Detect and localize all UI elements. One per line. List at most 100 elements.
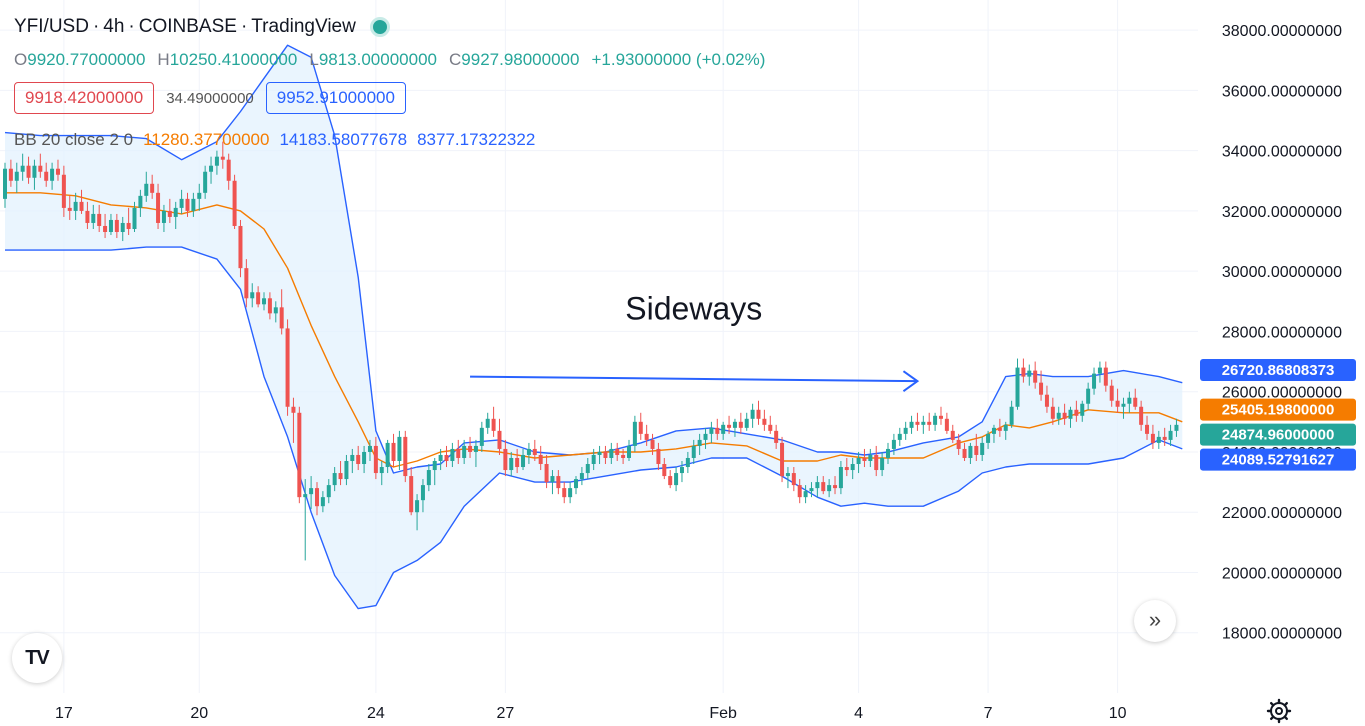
price-label: 24089.52791627 [1200,448,1356,471]
candle-down [468,436,473,458]
candle-body [73,201,78,211]
candle-body [1068,409,1073,419]
symbol-header[interactable]: YFI/USD · 4h · COINBASE · TradingView [14,16,390,38]
candle-body [833,485,838,489]
candle-down [67,195,72,220]
symbol-name[interactable]: YFI/USD [14,16,89,37]
candle-up [986,430,991,449]
candle-body [179,198,184,208]
candle-body [350,454,355,461]
candle-up [991,424,996,443]
candle-body [856,457,861,465]
candle-body [1174,424,1179,431]
interval[interactable]: 4h [103,16,125,37]
candle-down [8,159,13,187]
candle-body [803,491,808,498]
candle-body [132,207,137,229]
candle-body [326,485,331,498]
candle-body [244,268,249,299]
candle-up [1009,400,1014,428]
candle-body [562,488,567,498]
candle-down [1062,403,1067,425]
y-tick-label: 20000.00000000 [1222,565,1342,582]
candle-body [468,445,473,452]
candle-body [1027,370,1032,377]
candle-up [909,415,914,434]
price-label-bg [1200,358,1356,381]
bb-upper-value: 14183.58077678 [279,130,408,149]
candle-up [574,476,579,495]
candle-body [8,168,13,181]
candle-body [114,219,119,233]
candle-up [432,457,437,486]
candle-up [73,192,78,220]
candle-body [780,442,785,477]
candle-down [774,424,779,449]
candle-up [880,451,885,477]
candle-body [644,433,649,440]
candle-down [391,433,396,468]
low-label: L [309,50,319,69]
candle-down [1115,388,1120,413]
x-tick-label: 10 [1109,705,1127,722]
close-label: C [449,50,462,69]
candle-down [715,418,720,440]
candle-up [485,412,490,434]
candle-up [933,412,938,431]
price-label-text: 25405.19800000 [1222,402,1335,419]
gear-icon[interactable] [1266,698,1292,724]
candle-body [320,497,325,507]
candle-down [768,415,773,434]
time-axis[interactable]: 17 20 24 27 Feb 4 7 10 [55,705,1127,722]
candle-body [344,460,349,480]
candle-body [615,448,620,455]
indicator-legend[interactable]: BB 20 close 2 0 11280.37700000 14183.58077… [14,130,535,150]
candle-body [415,500,420,513]
trade-panel[interactable]: 9918.42000000 34.49000000 9952.91000000 [14,82,406,114]
candle-up [120,216,125,242]
candle-body [126,222,131,229]
scroll-to-realtime-button[interactable]: » [1134,600,1176,642]
tradingview-logo-icon[interactable]: TV [12,633,62,683]
candle-down [791,467,796,492]
indicator-name[interactable]: BB 20 close 2 0 [14,130,134,149]
market-status-icon[interactable] [369,16,390,37]
candle-body [497,430,502,449]
trend-arrow-line [470,375,918,383]
x-tick-label: Feb [709,705,737,722]
candle-down [1074,400,1079,422]
annotation-text: Sideways [625,290,762,326]
candle-up [32,159,37,190]
candle-body [956,439,961,449]
candle-down [944,412,949,434]
candle-down [167,198,172,223]
price-axis[interactable]: 38000.00000000 36000.00000000 34000.000000… [1222,23,1342,643]
candle-body [97,213,102,226]
candles [3,141,1179,561]
candle-body [668,476,673,486]
candle-body [1162,436,1167,440]
sell-button[interactable]: 9918.42000000 [14,82,155,114]
buy-button[interactable]: 9952.91000000 [265,82,406,114]
candle-up [568,482,573,504]
candle-down [226,153,231,190]
candle-body [650,439,655,449]
candle-up [1174,418,1179,437]
high-label: H [157,50,170,69]
candle-up [438,448,443,471]
candle-down [1133,388,1138,410]
candle-up [897,427,902,446]
candle-up [856,451,861,474]
high-value: 10250.41000000 [169,50,298,69]
candle-up [980,436,985,461]
candle-up [303,479,308,561]
candle-body [91,213,96,223]
candle-down [1021,358,1026,383]
candle-body [214,156,219,166]
candle-body [197,192,202,199]
candle-body [226,159,231,181]
candle-body [291,406,296,413]
candle-body [373,445,378,474]
